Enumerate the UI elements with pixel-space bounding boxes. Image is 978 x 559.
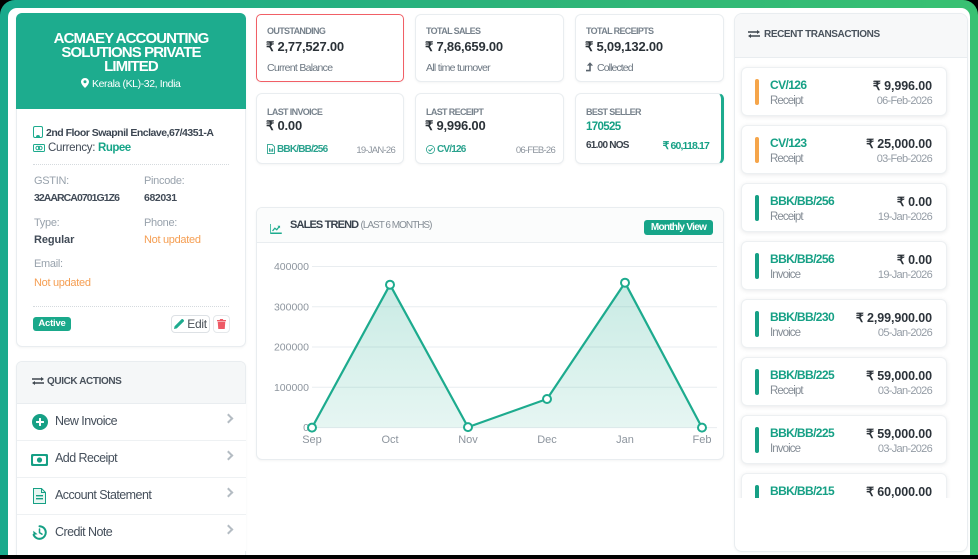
svg-text:Jan: Jan — [616, 434, 634, 446]
svg-text:300000: 300000 — [274, 301, 309, 313]
svg-text:200000: 200000 — [274, 342, 309, 354]
svg-text:Nov: Nov — [458, 434, 478, 446]
svg-text:0: 0 — [303, 422, 309, 434]
svg-text:Dec: Dec — [537, 434, 557, 446]
svg-text:400000: 400000 — [274, 261, 309, 273]
svg-text:Feb: Feb — [693, 434, 712, 446]
svg-text:Oct: Oct — [381, 434, 398, 446]
svg-text:Sep: Sep — [302, 434, 322, 446]
svg-text:100000: 100000 — [274, 382, 309, 394]
